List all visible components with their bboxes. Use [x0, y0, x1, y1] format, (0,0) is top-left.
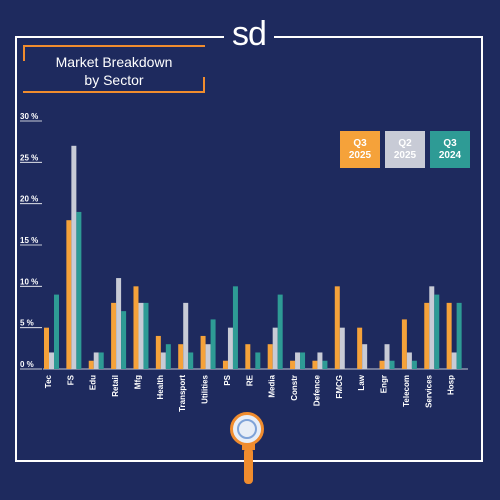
bar	[210, 319, 216, 369]
legend-q2-2025-line-2: 2025	[393, 149, 417, 161]
bar	[205, 344, 211, 369]
bar	[178, 344, 184, 369]
bar	[155, 335, 161, 369]
bar	[300, 352, 306, 369]
bar	[322, 360, 328, 369]
bar	[98, 352, 104, 369]
bar	[111, 302, 117, 369]
x-tick-label: Transport	[178, 375, 187, 412]
x-tick-label: PS	[223, 374, 232, 385]
bar	[76, 211, 82, 369]
legend-q3-2025-line-1: Q3	[353, 137, 367, 149]
bar	[424, 302, 430, 369]
bar	[277, 294, 283, 369]
x-tick-label: FS	[66, 374, 75, 385]
bar	[384, 344, 390, 369]
bar	[429, 286, 435, 369]
legend-q3-2025-line-2: 2025	[348, 149, 372, 161]
legend-q2-2025: Q2 2025	[385, 131, 425, 168]
y-tick-label: 10 %	[20, 277, 38, 286]
x-tick-label: FMCG	[335, 375, 344, 399]
x-tick-label: Telecom	[402, 375, 411, 407]
bar	[451, 352, 457, 369]
bar	[121, 311, 127, 369]
bar	[379, 360, 385, 369]
x-tick-label: Law	[357, 374, 366, 390]
legend-q3-2025: Q3 2025	[340, 131, 380, 168]
bar	[138, 302, 144, 369]
legend-q3-2024-line-2: 2024	[438, 149, 462, 161]
x-tick-label: Retail	[111, 375, 120, 397]
y-tick-label: 15 %	[20, 236, 38, 245]
bar	[456, 302, 462, 369]
bar	[165, 344, 171, 369]
y-tick-label: 5 %	[20, 319, 34, 328]
bar	[290, 360, 296, 369]
x-tick-label: Services	[424, 374, 433, 407]
x-tick-label: Constr	[290, 375, 299, 401]
x-tick-label: RE	[245, 374, 254, 386]
bar	[255, 352, 261, 369]
x-tick-label: Hosp	[447, 375, 456, 395]
bar	[411, 360, 417, 369]
bar	[93, 352, 99, 369]
bar	[272, 327, 278, 369]
legend-q2-2025-line-1: Q2	[398, 137, 412, 149]
x-tick-label: Utilities	[201, 374, 210, 403]
bar	[406, 352, 412, 369]
bar	[389, 360, 395, 369]
magnifier-lens-highlight	[237, 419, 257, 439]
bar	[116, 278, 122, 369]
x-tick-label: Engr	[380, 375, 389, 393]
bar	[227, 327, 233, 369]
bar	[312, 360, 318, 369]
bar	[44, 327, 49, 369]
title-box: Market Breakdown by Sector	[23, 45, 205, 93]
bar	[295, 352, 301, 369]
bar	[434, 294, 440, 369]
y-tick-label: 25 %	[20, 153, 38, 162]
bar	[66, 220, 72, 369]
bar	[401, 319, 407, 369]
x-tick-label: Tec	[44, 374, 53, 388]
bar	[183, 302, 189, 369]
bar	[446, 302, 452, 369]
bar	[357, 327, 363, 369]
bar	[188, 352, 194, 369]
y-tick-label: 20 %	[20, 195, 38, 204]
chart-title-line-2: by Sector	[84, 72, 144, 88]
bar	[160, 352, 166, 369]
magnifier-icon	[230, 412, 264, 446]
bar	[49, 352, 54, 369]
y-tick-label: 0 %	[20, 360, 34, 369]
bar	[362, 344, 368, 369]
legend-q3-2024-line-1: Q3	[443, 137, 457, 149]
chart-title-line-1: Market Breakdown	[55, 54, 173, 70]
legend-q3-2024: Q3 2024	[430, 131, 470, 168]
bar	[317, 352, 323, 369]
brand-logo: sd	[224, 14, 274, 54]
x-tick-label: Edu	[89, 375, 98, 390]
bar	[133, 286, 139, 369]
x-tick-label: Defence	[312, 374, 321, 406]
bar	[267, 344, 273, 369]
chart-title: Market Breakdown by Sector	[23, 53, 205, 89]
bar	[200, 335, 206, 369]
bar	[222, 360, 228, 369]
bar	[334, 286, 340, 369]
x-tick-label: Mfg	[133, 375, 142, 389]
bar	[339, 327, 345, 369]
bar	[71, 145, 77, 369]
magnifier-handle	[244, 448, 253, 484]
bar	[245, 344, 251, 369]
x-tick-label: Media	[268, 374, 277, 397]
bar	[232, 286, 238, 369]
bar	[88, 360, 94, 369]
bar	[143, 302, 149, 369]
y-tick-label: 30 %	[20, 112, 38, 121]
magnifier-neck	[242, 444, 255, 450]
x-tick-label: Health	[156, 375, 165, 400]
bar	[54, 294, 59, 369]
